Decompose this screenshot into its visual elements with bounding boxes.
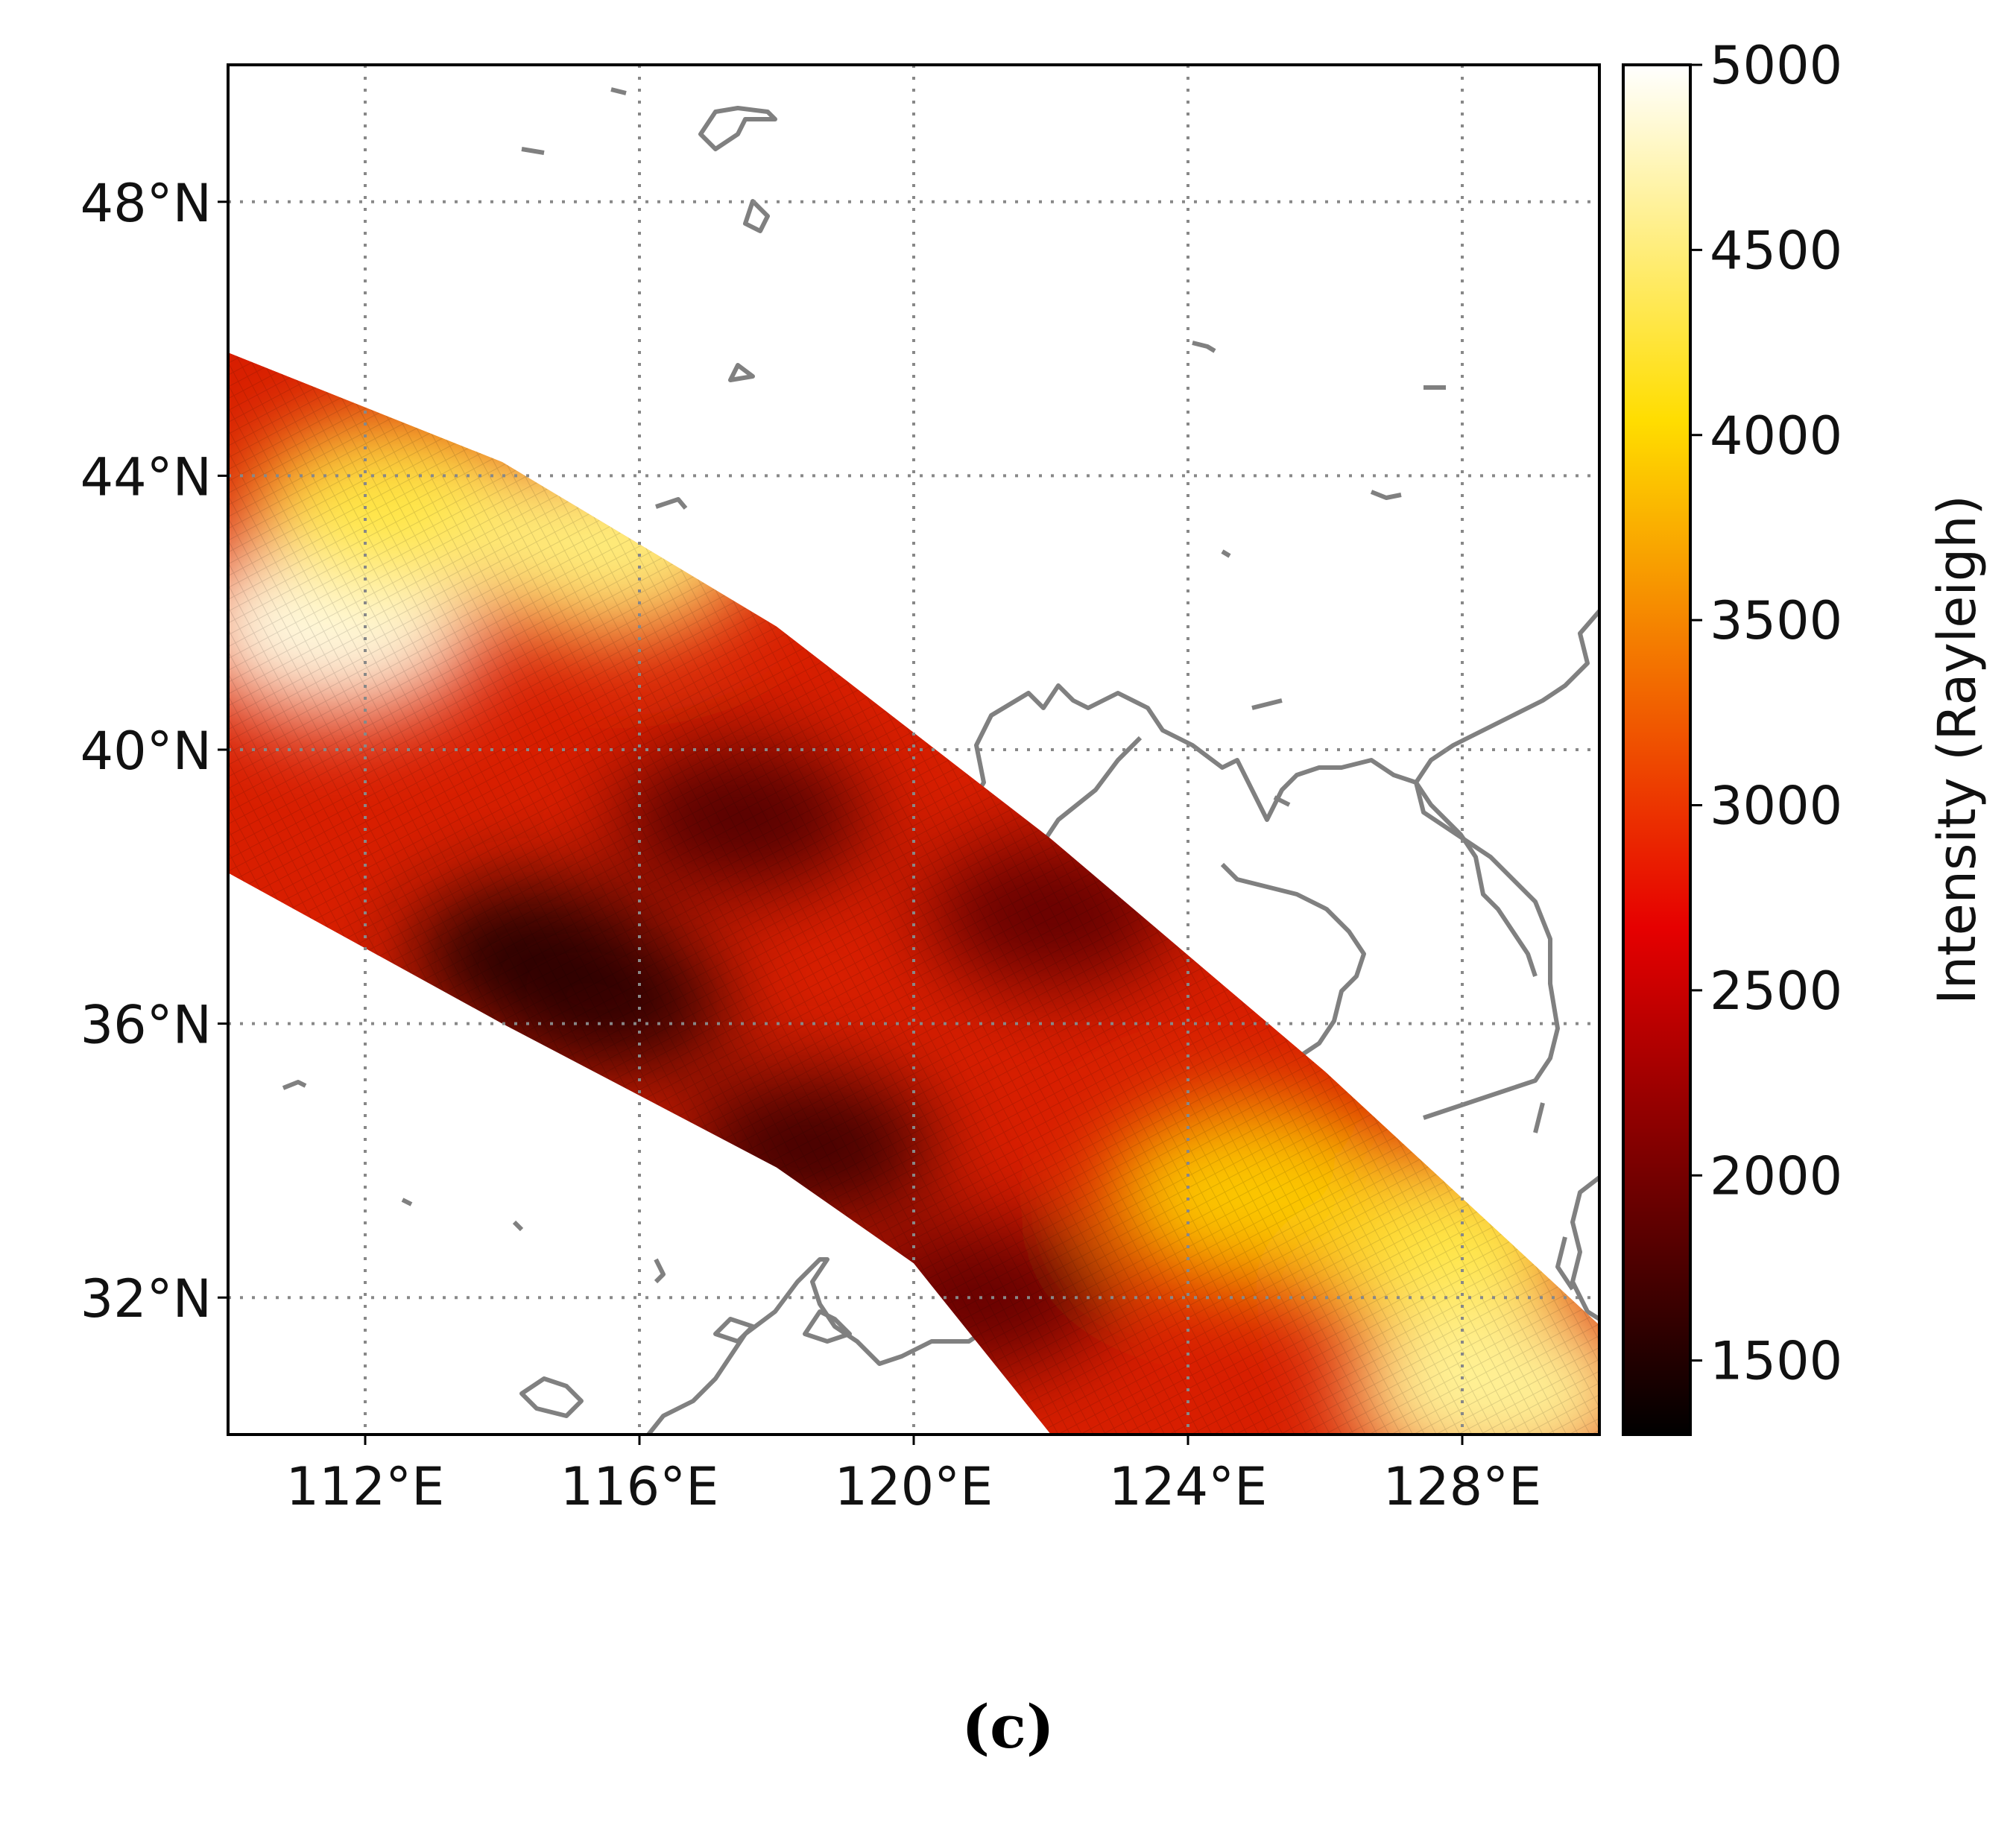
swath-pixel-texture (228, 352, 1599, 1435)
colorbar-gradient (1622, 63, 1692, 1436)
coastline-northern-lakes (698, 106, 777, 382)
y-tick-label: 40°N (80, 721, 212, 782)
colorbar-tick-label: 4500 (1710, 220, 1842, 281)
x-tick-label: 120°E (835, 1456, 993, 1517)
y-tick-label: 44°N (80, 446, 212, 507)
y-tick-label: 48°N (80, 173, 212, 234)
colorbar-tick-label: 2000 (1710, 1145, 1842, 1206)
colorbar-label: Intensity (Rayleigh) (1927, 495, 1988, 1005)
coastline-islands (282, 87, 1446, 1284)
coastline-korea (1414, 610, 1599, 1120)
colorbar-tick-label: 1500 (1710, 1331, 1842, 1392)
y-axis: 32°N 36°N 40°N 44°N 48°N (80, 173, 228, 1329)
colorbar: 1500 2000 2500 3000 3500 4000 4500 5000 Intensi… (1622, 35, 1988, 1436)
colorbar-tick-label: 3000 (1710, 776, 1842, 837)
x-tick-label: 116°E (560, 1456, 719, 1517)
coastline-japan-fragments (1533, 1102, 1599, 1321)
x-tick-label: 128°E (1383, 1456, 1542, 1517)
colorbar-tick-label: 3500 (1710, 590, 1842, 651)
coastline-lakes (519, 1309, 852, 1418)
colorbar-tick-label: 2500 (1710, 961, 1842, 1022)
colorbar-ticks: 1500 2000 2500 3000 3500 4000 4500 5000 (1690, 35, 1842, 1392)
colorbar-tick-label: 5000 (1710, 35, 1842, 96)
coastline-shandong (1220, 862, 1366, 1075)
gridlines (228, 65, 1599, 1435)
y-tick-label: 32°N (80, 1268, 212, 1329)
x-tick-label: 112°E (286, 1456, 445, 1517)
x-tick-label: 124°E (1109, 1456, 1268, 1517)
colorbar-tick-label: 4000 (1710, 405, 1842, 467)
x-axis: 112°E 116°E 120°E 124°E 128°E (286, 1435, 1542, 1517)
y-tick-label: 36°N (80, 995, 212, 1056)
panel-label: (c) (961, 1692, 1055, 1762)
